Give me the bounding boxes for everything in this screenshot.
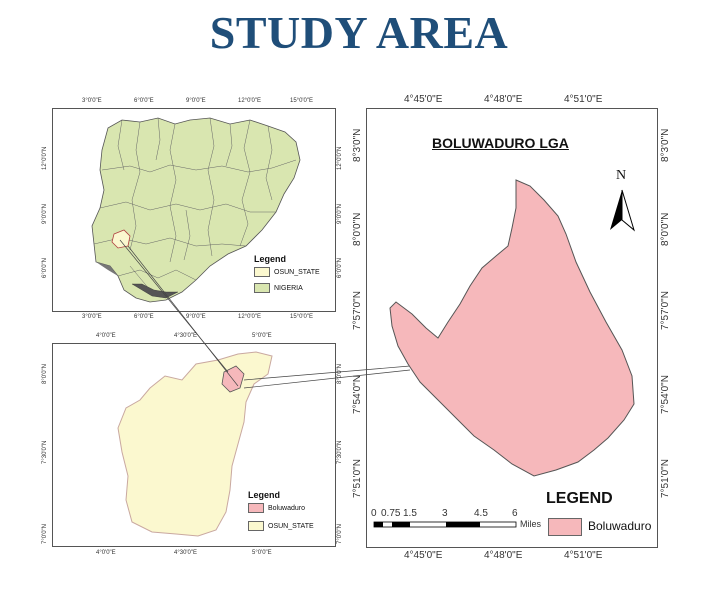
osun-left-tick: 7°0'0"N xyxy=(42,523,48,544)
lga-left-tick: 8°3'0"N xyxy=(352,128,363,162)
scale-bar xyxy=(373,521,517,528)
lga-right-tick: 8°0'0"N xyxy=(660,212,671,246)
boluwaduro-swatch xyxy=(248,503,264,513)
legend-item: NIGERIA xyxy=(254,283,320,293)
nigeria-bottom-tick: 6°0'0"E xyxy=(134,314,154,320)
north-arrow-icon xyxy=(610,189,635,232)
legend-label: OSUN_STATE xyxy=(268,522,314,530)
scale-unit: Miles xyxy=(520,519,542,529)
osun-bottom-tick: 5°0'0"E xyxy=(252,550,272,556)
legend-item: Boluwaduro xyxy=(248,503,314,513)
osun-top-tick: 5°0'0"E xyxy=(252,333,272,339)
lga-bottom-tick: 4°45'0"E xyxy=(404,550,443,561)
legend-item: OSUN_STATE xyxy=(248,521,314,531)
scale-label: 0.75 xyxy=(381,508,401,519)
connector-lines xyxy=(119,239,411,389)
boluwaduro-swatch xyxy=(548,518,582,536)
legend-label: NIGERIA xyxy=(274,284,303,292)
lga-right-tick: 8°3'0"N xyxy=(660,128,671,162)
lga-right-tick: 7°57'0"N xyxy=(660,291,671,330)
legend-label: OSUN_STATE xyxy=(274,268,320,276)
lga-top-tick: 4°51'0"E xyxy=(564,94,603,105)
lga-bottom-tick: 4°51'0"E xyxy=(564,550,603,561)
nigeria-left-tick: 9°0'0"N xyxy=(42,203,48,224)
lga-left-tick: 8°0'0"N xyxy=(352,212,363,246)
lga-top-tick: 4°45'0"E xyxy=(404,94,443,105)
osun-top-tick: 4°0'0"E xyxy=(96,333,116,339)
nigeria-top-tick: 3°0'0"E xyxy=(82,98,102,104)
nigeria-bottom-tick: 3°0'0"E xyxy=(82,314,102,320)
nigeria-shape xyxy=(91,117,301,303)
legend-label: Boluwaduro xyxy=(268,504,305,512)
nigeria-top-tick: 6°0'0"E xyxy=(134,98,154,104)
lga-right-tick: 7°54'0"N xyxy=(660,375,671,414)
nigeria-legend-title: Legend xyxy=(254,254,287,264)
nigeria-left-tick: 6°0'0"N xyxy=(42,257,48,278)
nigeria-right-tick: 6°0'0"N xyxy=(337,257,343,278)
lga-legend-title: LEGEND xyxy=(546,490,613,507)
lga-map-title: BOLUWADURO LGA xyxy=(432,135,569,151)
osun-legend: Legend Boluwaduro OSUN_STATE xyxy=(248,490,314,531)
scale-label: 0 xyxy=(371,508,377,519)
lga-right-tick: 7°51'0"N xyxy=(660,459,671,498)
nigeria-swatch xyxy=(254,283,270,293)
osun-right-tick: 7°30'0"N xyxy=(337,440,343,464)
scale-label: 1.5 xyxy=(403,508,417,519)
boluwaduro-shape xyxy=(389,179,635,477)
lga-left-tick: 7°54'0"N xyxy=(352,375,363,414)
nigeria-right-tick: 12°0'0"N xyxy=(337,146,343,170)
osun-legend-title: Legend xyxy=(248,490,281,500)
nigeria-top-tick: 9°0'0"E xyxy=(186,98,206,104)
osun-top-tick: 4°30'0"E xyxy=(174,333,198,339)
page-title: STUDY AREA xyxy=(209,7,509,58)
legend-item: OSUN_STATE xyxy=(254,267,320,277)
osun-right-tick: 8°0'0"N xyxy=(337,363,343,384)
osun-bottom-tick: 4°30'0"E xyxy=(174,550,198,556)
lga-left-tick: 7°57'0"N xyxy=(352,291,363,330)
nigeria-top-tick: 15°0'0"E xyxy=(290,98,314,104)
scale-label: 3 xyxy=(442,508,448,519)
north-label: N xyxy=(616,168,627,183)
lga-bottom-tick: 4°48'0"E xyxy=(484,550,523,561)
nigeria-bottom-tick: 15°0'0"E xyxy=(290,314,314,320)
nigeria-right-tick: 9°0'0"N xyxy=(337,203,343,224)
legend-label: Boluwaduro xyxy=(588,519,652,534)
osun-left-tick: 7°30'0"N xyxy=(42,440,48,464)
osun-left-tick: 8°0'0"N xyxy=(42,363,48,384)
nigeria-bottom-tick: 9°0'0"E xyxy=(186,314,206,320)
nigeria-legend: Legend OSUN_STATE NIGERIA xyxy=(254,254,320,293)
osun-swatch xyxy=(254,267,270,277)
scale-label: 6 xyxy=(512,508,518,519)
nigeria-top-tick: 12°0'0"E xyxy=(238,98,262,104)
osun-swatch xyxy=(248,521,264,531)
nigeria-bottom-tick: 12°0'0"E xyxy=(238,314,262,320)
nigeria-left-tick: 12°0'0"N xyxy=(42,146,48,170)
lga-legend-item: Boluwaduro xyxy=(548,518,651,536)
osun-right-tick: 7°0'0"N xyxy=(337,523,343,544)
scale-label: 4.5 xyxy=(474,508,488,519)
lga-left-tick: 7°51'0"N xyxy=(352,459,363,498)
osun-bottom-tick: 4°0'0"E xyxy=(96,550,116,556)
lga-top-tick: 4°48'0"E xyxy=(484,94,523,105)
